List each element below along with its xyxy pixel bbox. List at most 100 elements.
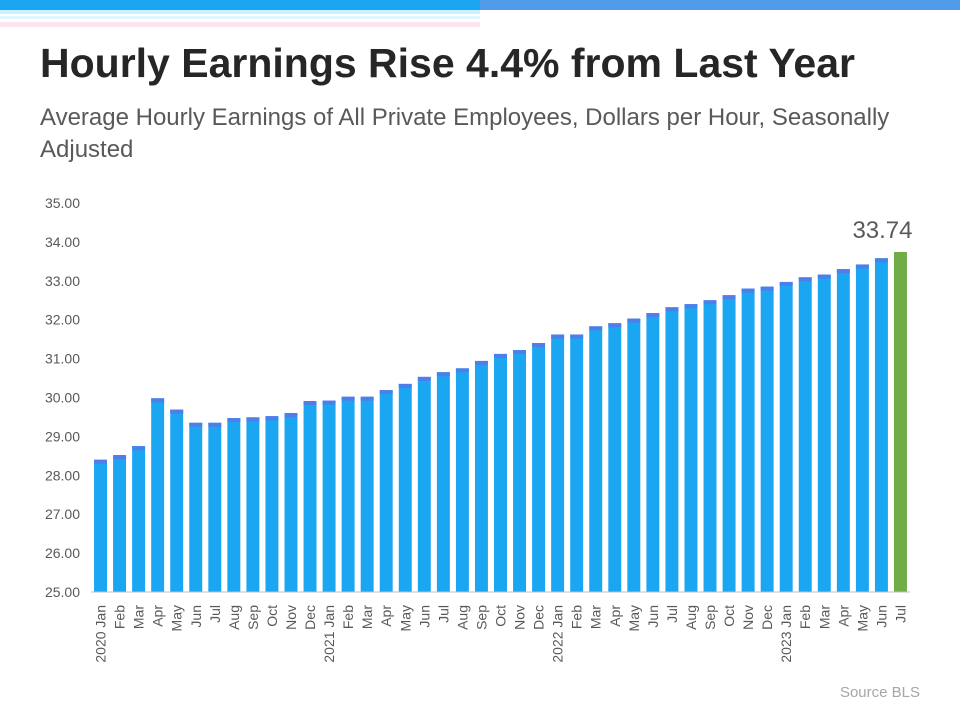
bar-cap bbox=[94, 459, 107, 464]
bar-cap bbox=[817, 274, 831, 279]
x-tick-label: Mar bbox=[359, 605, 375, 629]
y-tick-label: 29.00 bbox=[45, 428, 80, 444]
bar bbox=[170, 409, 184, 592]
bar-cap bbox=[551, 334, 565, 339]
bar bbox=[436, 372, 450, 592]
y-tick-label: 34.00 bbox=[45, 234, 80, 250]
bar-cap bbox=[760, 286, 774, 291]
bar-cap bbox=[627, 318, 641, 323]
bar-cap bbox=[379, 390, 393, 395]
bar bbox=[836, 269, 850, 592]
bar bbox=[341, 396, 355, 592]
bar bbox=[513, 350, 527, 592]
bar-cap bbox=[265, 416, 279, 421]
bar bbox=[398, 383, 412, 592]
bar-cap bbox=[417, 376, 431, 381]
bar-cap bbox=[722, 295, 736, 300]
bar-cap bbox=[303, 401, 317, 406]
bar bbox=[417, 376, 431, 592]
bar-cap bbox=[874, 258, 888, 263]
bar bbox=[284, 413, 298, 592]
bar bbox=[189, 422, 203, 592]
x-tick-label: Feb bbox=[340, 605, 356, 629]
bar-cap bbox=[436, 372, 450, 377]
header-stripe-pink bbox=[0, 22, 480, 27]
x-tick-label: Nov bbox=[512, 605, 528, 630]
bar-cap bbox=[322, 400, 336, 405]
x-tick-label: 2022 Jan bbox=[550, 605, 566, 663]
y-tick-label: 31.00 bbox=[45, 351, 80, 367]
y-tick-label: 35.00 bbox=[45, 195, 80, 211]
bar-cap bbox=[513, 350, 527, 355]
x-tick-label: Feb bbox=[797, 605, 813, 629]
x-tick-label: Oct bbox=[264, 605, 280, 627]
bar-cap bbox=[341, 396, 355, 401]
x-tick-label: Apr bbox=[378, 605, 394, 627]
bar-cap bbox=[455, 368, 469, 373]
bar-cap bbox=[532, 343, 546, 348]
bar bbox=[494, 353, 507, 592]
x-tick-label: Aug bbox=[454, 605, 470, 630]
bar-cap bbox=[189, 422, 203, 427]
x-tick-label: Mar bbox=[588, 605, 604, 629]
bar bbox=[608, 323, 622, 592]
bar bbox=[303, 401, 317, 592]
x-tick-label: Apr bbox=[150, 605, 166, 627]
x-tick-label: May bbox=[397, 605, 413, 631]
data-label: 33.74 bbox=[852, 217, 912, 244]
x-tick-label: 2023 Jan bbox=[778, 605, 794, 663]
x-tick-label: Oct bbox=[721, 605, 737, 627]
bar-cap bbox=[741, 288, 755, 293]
y-tick-label: 33.00 bbox=[45, 273, 80, 289]
x-tick-label: Aug bbox=[683, 605, 699, 630]
bar-cap bbox=[836, 269, 850, 274]
bar bbox=[855, 264, 869, 592]
bar-cap bbox=[208, 422, 222, 427]
bar bbox=[627, 318, 641, 592]
x-tick-label: Mar bbox=[131, 605, 147, 629]
x-tick-label: Nov bbox=[740, 605, 756, 630]
x-tick-label: May bbox=[626, 605, 642, 631]
x-tick-label: Apr bbox=[835, 605, 851, 627]
header-bar-left bbox=[0, 0, 480, 10]
x-tick-label: Dec bbox=[759, 605, 775, 630]
bar bbox=[703, 300, 717, 592]
x-tick-label: Jul bbox=[664, 605, 680, 623]
bar-cap bbox=[570, 334, 584, 339]
y-tick-label: 26.00 bbox=[45, 545, 80, 561]
x-tick-label: Sep bbox=[702, 605, 718, 630]
x-tick-label: Jun bbox=[873, 605, 889, 628]
header-bar-right bbox=[480, 0, 960, 10]
x-tick-label: Jun bbox=[645, 605, 661, 628]
bar-cap bbox=[170, 409, 184, 414]
bar bbox=[94, 459, 107, 592]
bar bbox=[798, 277, 812, 592]
x-tick-label: Dec bbox=[531, 605, 547, 630]
y-tick-label: 28.00 bbox=[45, 467, 80, 483]
x-tick-label: Oct bbox=[493, 605, 509, 627]
bar-cap bbox=[608, 323, 622, 328]
x-tick-label: Jul bbox=[207, 605, 223, 623]
bar bbox=[551, 334, 565, 592]
x-tick-label: Feb bbox=[569, 605, 585, 629]
bar bbox=[208, 422, 222, 592]
bar-cap bbox=[646, 313, 660, 318]
bar bbox=[760, 286, 774, 592]
x-tick-label: 2021 Jan bbox=[321, 605, 337, 663]
bar-cap bbox=[360, 396, 374, 401]
source-note: Source BLS bbox=[839, 684, 920, 701]
bar-cap bbox=[246, 417, 260, 422]
bar-cap bbox=[284, 413, 298, 418]
chart-title: Hourly Earnings Rise 4.4% from Last Year bbox=[40, 40, 855, 86]
x-tick-label: Jul bbox=[892, 605, 908, 623]
bar bbox=[817, 274, 831, 592]
chart-subtitle: Average Hourly Earnings of All Private E… bbox=[40, 104, 890, 163]
bar bbox=[151, 398, 165, 592]
bar-cap bbox=[798, 277, 812, 282]
x-tick-label: Nov bbox=[283, 605, 299, 630]
x-tick-label: Sep bbox=[245, 605, 261, 630]
x-tick-label: Dec bbox=[302, 605, 318, 630]
bar bbox=[570, 334, 584, 592]
bar bbox=[665, 307, 679, 592]
bar bbox=[894, 252, 907, 593]
